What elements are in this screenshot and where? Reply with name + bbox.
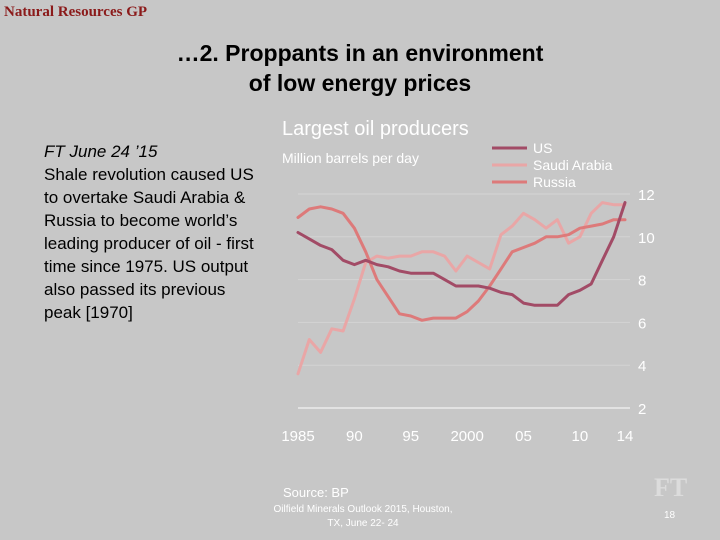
series-line-us xyxy=(296,201,627,307)
chart-source: Source: BP xyxy=(283,485,349,500)
y-tick-label: 10 xyxy=(638,230,655,247)
brand-header: Natural Resources GP xyxy=(4,4,148,20)
x-tick-label: 05 xyxy=(515,428,532,445)
y-axis: 2 4 6 8 10 12 xyxy=(638,187,655,418)
conference-footer: Oilfield Minerals Outlook 2015, Houston,… xyxy=(258,503,468,531)
series-line-saudi-arabia xyxy=(296,201,627,376)
legend-label: US xyxy=(533,140,552,156)
y-tick-label: 2 xyxy=(638,401,646,418)
slide-title-line1: …2. Proppants in an environment xyxy=(176,40,544,66)
x-tick-label: 90 xyxy=(346,428,363,445)
x-tick-label: 14 xyxy=(617,428,634,445)
slide-source-line: FT June 24 ’15 xyxy=(44,142,158,161)
chart-grid xyxy=(298,193,630,409)
conference-line2: TX, June 22- 24 xyxy=(327,518,399,529)
slide-title-line2: of low energy prices xyxy=(248,70,472,96)
x-tick-label: 95 xyxy=(402,428,419,445)
oil-producers-chart: Largest oil producers Million barrels pe… xyxy=(281,118,687,502)
ft-logo: FT xyxy=(654,473,687,502)
slide-title: …2. Proppants in an environment of low e… xyxy=(0,38,720,98)
x-tick-label: 1985 xyxy=(281,428,314,445)
x-axis: 1985 90 95 2000 05 10 14 xyxy=(281,428,633,445)
x-tick-label: 2000 xyxy=(450,428,483,445)
series-line-russia xyxy=(296,205,627,322)
chart-series xyxy=(296,201,627,376)
y-tick-label: 6 xyxy=(638,315,646,332)
legend-label: Saudi Arabia xyxy=(533,157,613,173)
page-number: 18 xyxy=(664,510,676,521)
chart-title: Largest oil producers xyxy=(282,118,469,140)
slide-body: FT June 24 ’15 Shale revolution caused U… xyxy=(44,140,254,324)
y-tick-label: 8 xyxy=(638,273,646,290)
y-tick-label: 12 xyxy=(638,187,655,204)
legend-label: Russia xyxy=(533,174,576,190)
y-tick-label: 4 xyxy=(638,358,646,375)
conference-line1: Oilfield Minerals Outlook 2015, Houston, xyxy=(273,504,453,515)
slide-body-text: Shale revolution caused US to overtake S… xyxy=(44,165,254,322)
x-tick-label: 10 xyxy=(572,428,589,445)
chart-subtitle: Million barrels per day xyxy=(282,150,419,166)
